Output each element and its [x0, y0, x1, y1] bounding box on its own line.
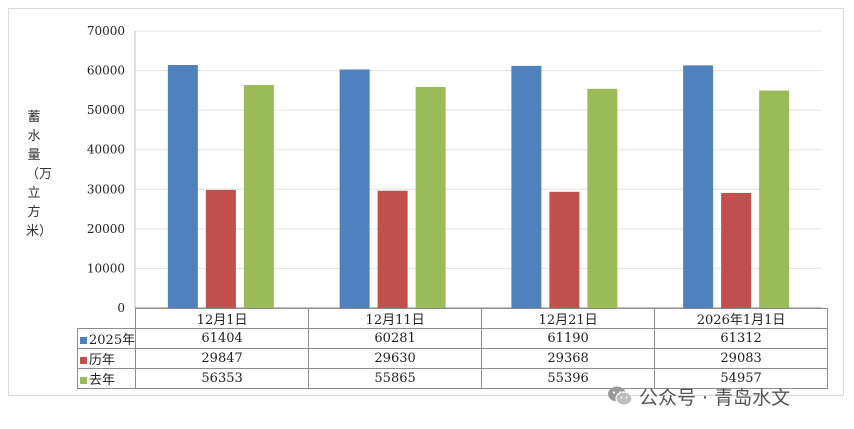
legend-swatch — [80, 357, 87, 364]
data-label: 55865 — [308, 368, 483, 389]
bar-0-3 — [683, 65, 714, 308]
wechat-icon — [608, 386, 633, 406]
bar-1-0 — [205, 189, 236, 308]
data-label: 29083 — [654, 348, 829, 369]
chart-frame — [8, 8, 844, 396]
bar-0-1 — [339, 69, 370, 308]
y-tick-label: 10000 — [87, 261, 125, 275]
y-tick-label: 50000 — [87, 103, 125, 117]
legend-entry: 历年 — [76, 348, 137, 369]
y-tick-label: 0 — [117, 301, 125, 315]
bar-0-2 — [511, 65, 542, 308]
bar-0-0 — [167, 65, 198, 309]
legend-swatch — [80, 377, 87, 384]
x-tick-label: 12月1日 — [135, 308, 310, 329]
bar-1-1 — [377, 190, 408, 308]
data-label: 60281 — [308, 328, 483, 349]
legend-label: 2025年 — [89, 333, 136, 348]
data-label: 61190 — [481, 328, 656, 349]
legend-label: 历年 — [89, 353, 116, 368]
data-label: 29368 — [481, 348, 656, 369]
table-corner — [77, 308, 137, 329]
y-tick-label: 70000 — [87, 24, 125, 38]
table-header-row: 12月1日 12月11日 12月21日 2026年1月1日 — [77, 308, 829, 329]
bar-2-0 — [243, 85, 274, 308]
data-label: 61404 — [135, 328, 310, 349]
x-tick-label: 2026年1月1日 — [654, 308, 829, 329]
data-label: 61312 — [654, 328, 829, 349]
legend-label: 去年 — [89, 373, 116, 388]
legend-swatch — [80, 337, 87, 344]
bar-2-1 — [415, 86, 446, 309]
y-tick-label: 30000 — [87, 182, 125, 196]
data-label: 56353 — [135, 368, 310, 389]
watermark-text: 公众号 · 青岛水文 — [639, 386, 791, 409]
bar-1-3 — [721, 192, 752, 308]
table-row: 去年 56353 55865 55396 54957 — [76, 368, 829, 389]
legend-entry: 去年 — [76, 368, 137, 389]
data-label: 55396 — [481, 368, 656, 389]
y-tick-label: 60000 — [87, 64, 125, 78]
y-tick-label: 20000 — [87, 222, 125, 236]
bar-2-3 — [759, 90, 790, 308]
x-tick-label: 12月21日 — [481, 308, 656, 329]
data-label: 29630 — [308, 348, 483, 369]
legend-entry: 2025年 — [76, 328, 137, 349]
x-tick-label: 12月11日 — [308, 308, 483, 329]
watermark: 公众号 · 青岛水文 — [607, 383, 790, 409]
data-label: 54957 — [654, 368, 829, 389]
table-row: 2025年 61404 60281 61190 61312 — [76, 328, 829, 349]
table-row: 历年 29847 29630 29368 29083 — [76, 348, 829, 369]
y-tick-label: 40000 — [87, 143, 125, 157]
data-label: 29847 — [135, 348, 310, 369]
bar-2-2 — [587, 88, 618, 308]
bar-1-2 — [549, 191, 580, 308]
data-table: 12月1日 12月11日 12月21日 2026年1月1日 2025年 61404 6028… — [76, 308, 829, 389]
